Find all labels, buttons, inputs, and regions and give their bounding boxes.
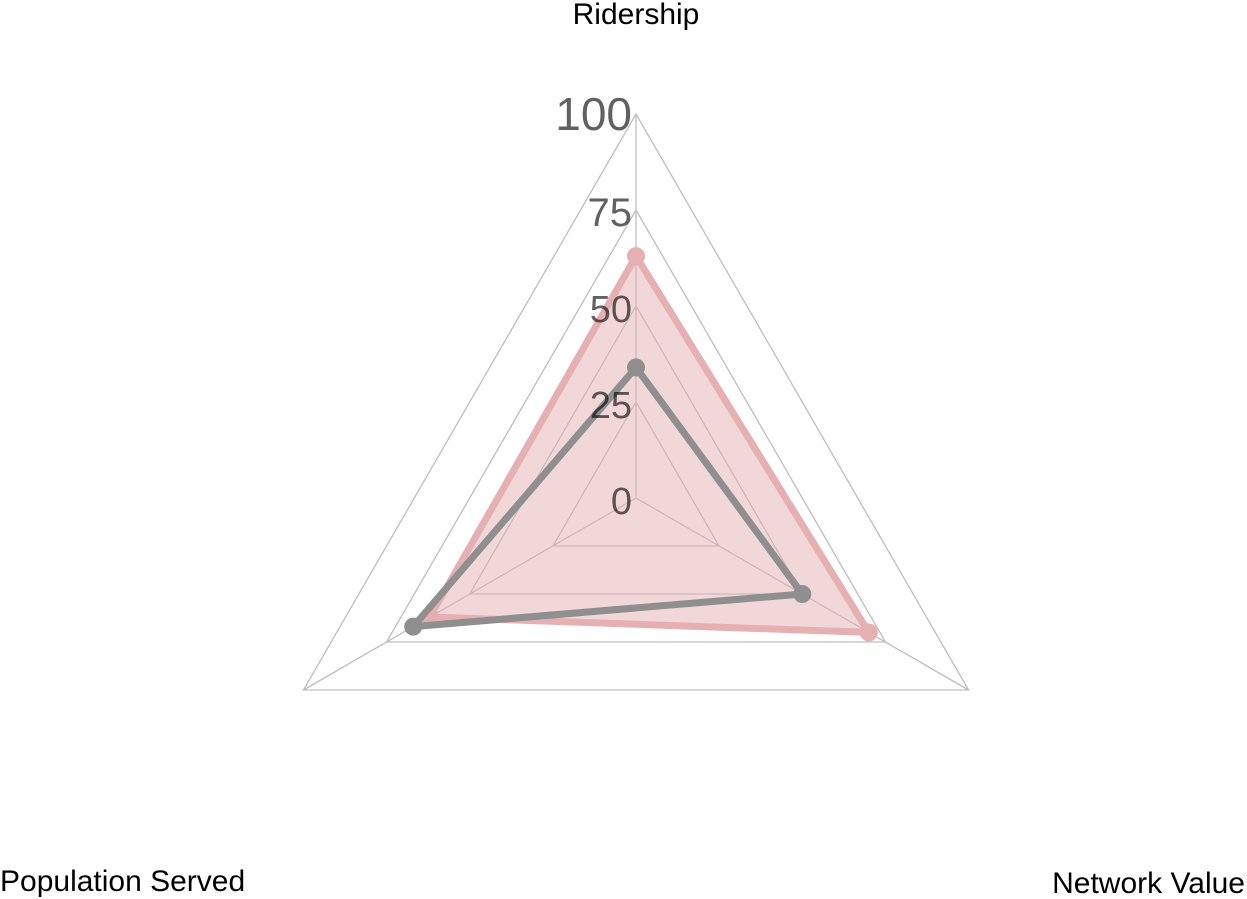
radar-point — [793, 585, 812, 603]
radar-series-line — [409, 363, 806, 631]
radar-point — [404, 617, 423, 636]
tick-label: 100 — [555, 88, 632, 140]
axis-label-ridership: Ridership — [573, 0, 700, 31]
tick-label: 25 — [590, 385, 632, 427]
radar-series-1 — [420, 247, 878, 642]
axis-label-network-value: Network Value — [1052, 867, 1245, 899]
grid-ring — [302, 112, 970, 691]
radar-point — [627, 247, 645, 266]
radial-tick-labels: 0 25 50 75 100 — [555, 88, 632, 523]
radar-point — [627, 358, 645, 377]
tick-label: 50 — [590, 289, 632, 331]
radar-series-line — [426, 252, 873, 636]
radar-series-layer — [404, 247, 878, 642]
radar-point — [859, 623, 878, 642]
axis-label-population-served: Population Served — [0, 865, 245, 898]
tick-label: 0 — [611, 481, 632, 523]
grid-ring — [385, 208, 887, 643]
tick-label: 75 — [588, 191, 633, 235]
radar-series-2 — [404, 358, 812, 636]
